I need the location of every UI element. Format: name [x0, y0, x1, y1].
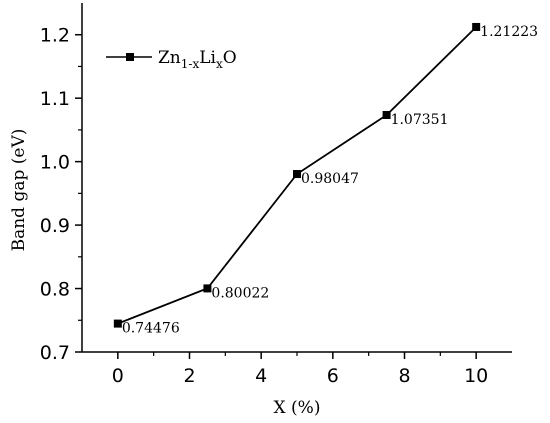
data-point [472, 22, 481, 31]
x-tick-label: 8 [398, 365, 410, 387]
series-layer: 0.74476 0.80022 0.98047 1.07351 1.21223 [113, 22, 538, 337]
y-tick-label: 1.0 [40, 152, 70, 174]
data-point [203, 284, 212, 293]
data-label: 0.98047 [301, 171, 359, 187]
y-tick-label: 1.2 [40, 25, 70, 47]
x-tick-label: 2 [183, 365, 195, 387]
data-label: 0.74476 [122, 321, 180, 337]
data-label: 0.80022 [211, 285, 269, 301]
data-label: 1.07351 [391, 112, 449, 128]
legend-marker [126, 53, 134, 61]
legend-label: Zn1-xLixO [158, 48, 237, 71]
legend: Zn1-xLixO [106, 48, 237, 71]
data-label: 1.21223 [480, 24, 538, 40]
y-axis-title: Band gap (eV) [9, 129, 29, 252]
x-tick-label: 10 [464, 365, 488, 387]
x-tick-label: 6 [327, 365, 339, 387]
x-tick-label: 0 [112, 365, 124, 387]
y-tick-label: 0.7 [40, 342, 70, 364]
y-tick-label: 1.1 [40, 88, 70, 110]
data-point [293, 170, 301, 179]
data-point [113, 319, 122, 328]
data-point [382, 110, 391, 119]
x-axis-title: X (%) [274, 398, 321, 418]
x-tick-label: 4 [255, 365, 267, 387]
y-ticks: 0.7 0.8 0.9 1.0 1.1 1.2 [40, 25, 82, 364]
x-ticks: 0 2 4 6 8 10 [112, 352, 488, 387]
y-tick-label: 0.8 [40, 279, 70, 301]
y-tick-label: 0.9 [40, 215, 70, 237]
